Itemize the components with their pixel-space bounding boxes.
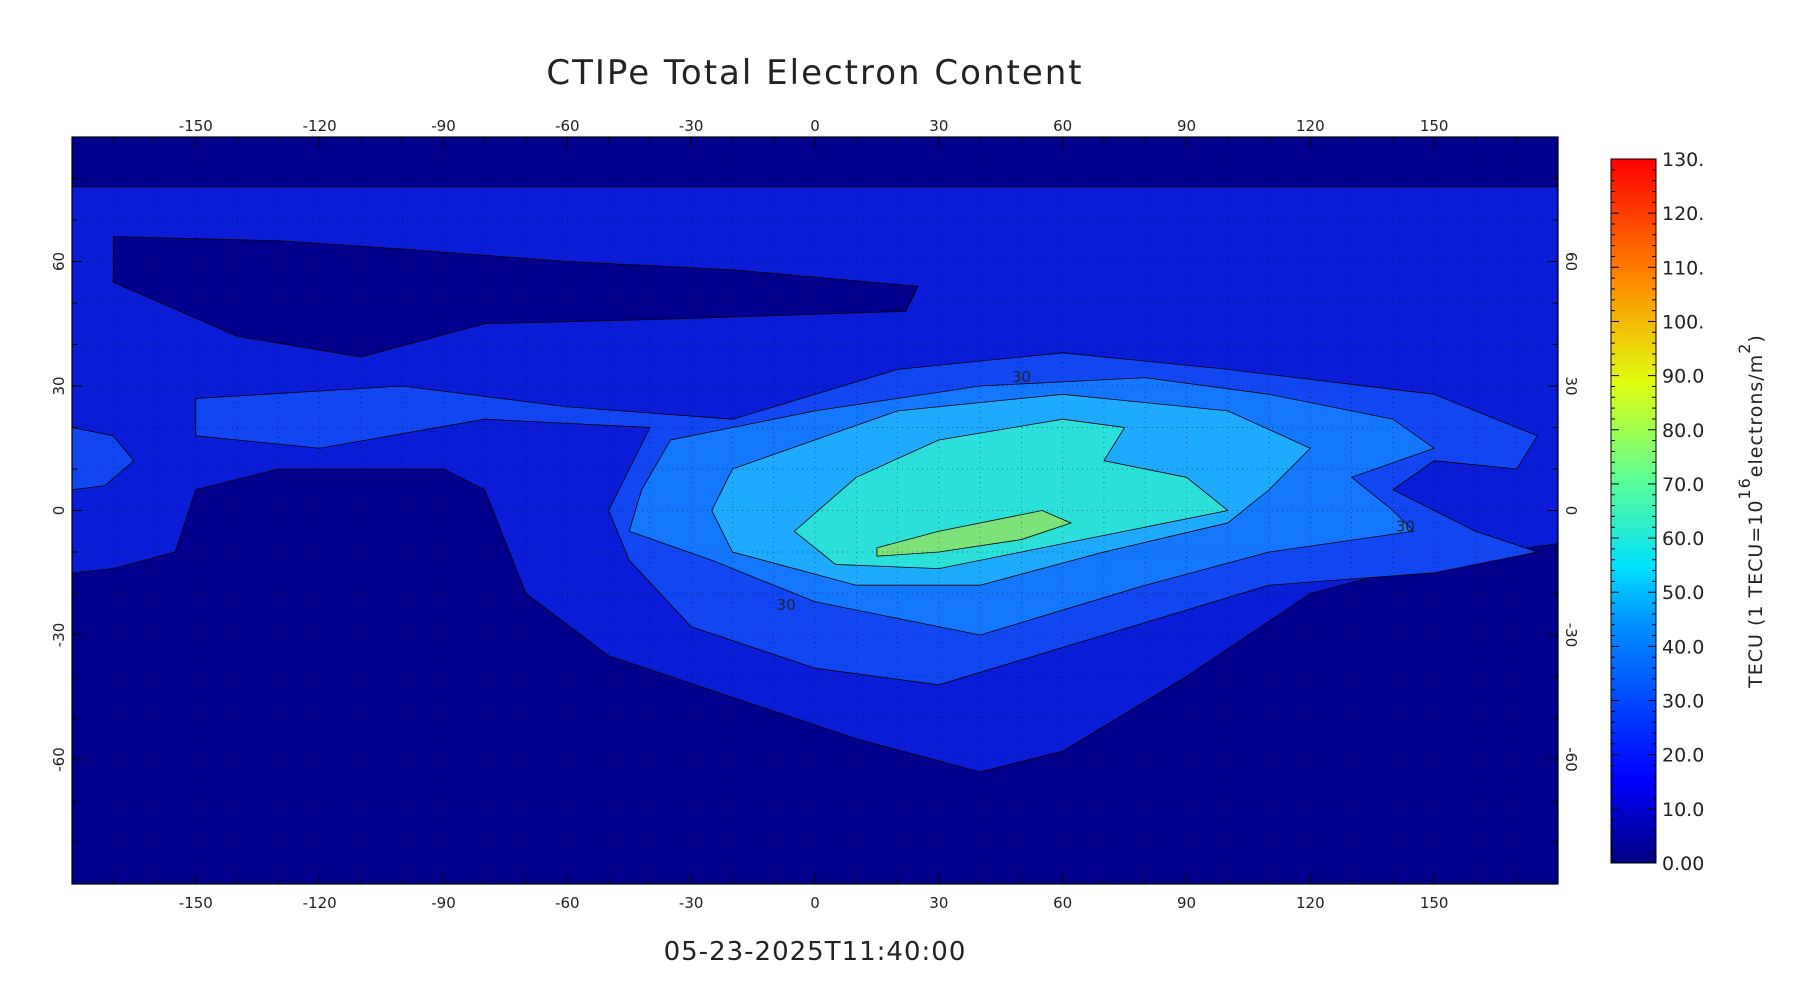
colorbar-tick-label: 50.0 bbox=[1662, 582, 1704, 604]
x-tick-label-top: 60 bbox=[1053, 117, 1072, 135]
x-tick-label-top: 150 bbox=[1420, 117, 1449, 135]
colorbar-tick-label: 90.0 bbox=[1662, 366, 1704, 388]
contour-label: 30 bbox=[777, 596, 796, 614]
x-tick-label-top: -150 bbox=[179, 117, 213, 135]
y-tick-label-left: -60 bbox=[50, 747, 68, 772]
y-tick-label-right: 30 bbox=[1562, 376, 1580, 395]
contour-band bbox=[113, 237, 918, 357]
label-sup: 16 bbox=[1735, 477, 1754, 499]
label-part: TECU (1 TECU=10 bbox=[1745, 500, 1767, 689]
colorbar-tick-label: 110. bbox=[1662, 257, 1704, 279]
colorbar-tick-label: 100. bbox=[1662, 311, 1704, 333]
x-tick-label-top: 30 bbox=[929, 117, 948, 135]
contours bbox=[72, 187, 1558, 772]
axes: -150 -150 -120 -120 -90 -90 -60 -60 -30 -30 0 0 30 30… bbox=[50, 117, 1580, 912]
colorbar bbox=[1610, 158, 1657, 864]
y-tick-label-left: 60 bbox=[50, 252, 68, 271]
x-tick-label-top: -60 bbox=[555, 117, 580, 135]
colorbar-tick-label: 80.0 bbox=[1662, 420, 1704, 442]
label-sup: 2 bbox=[1735, 343, 1754, 354]
x-tick-label-top: -30 bbox=[679, 117, 704, 135]
x-tick-label-bottom: 30 bbox=[929, 894, 948, 912]
label-part: ) bbox=[1745, 334, 1767, 342]
contour-label: 30 bbox=[1396, 517, 1415, 535]
colorbar-tick-label: 130. bbox=[1662, 149, 1704, 171]
x-tick-label-top: 90 bbox=[1177, 117, 1196, 135]
x-tick-label-bottom: 60 bbox=[1053, 894, 1072, 912]
colorbar-tick-label: 30.0 bbox=[1662, 691, 1704, 713]
x-tick-label-bottom: -30 bbox=[679, 894, 704, 912]
y-tick-label-left: 30 bbox=[50, 376, 68, 395]
colorbar-tick-label: 120. bbox=[1662, 203, 1704, 225]
title: CTIPe Total Electron Content bbox=[546, 53, 1083, 93]
timestamp: 05-23-2025T11:40:00 bbox=[664, 937, 967, 967]
y-tick-label-right: 60 bbox=[1562, 252, 1580, 271]
x-tick-label-bottom: 0 bbox=[810, 894, 820, 912]
contour-band bbox=[72, 428, 134, 490]
colorbar-tick-label: 60.0 bbox=[1662, 528, 1704, 550]
colorbar-tick-label: 70.0 bbox=[1662, 474, 1704, 496]
colorbar-tick-label: 40.0 bbox=[1662, 636, 1704, 658]
tec-map bbox=[72, 137, 1558, 884]
x-tick-label-bottom: -120 bbox=[303, 894, 337, 912]
x-tick-label-bottom: -150 bbox=[179, 894, 213, 912]
x-tick-label-bottom: 150 bbox=[1420, 894, 1449, 912]
colorbar-tick-label: 10.0 bbox=[1662, 799, 1704, 821]
y-tick-label-right: 0 bbox=[1562, 506, 1580, 516]
x-tick-label-bottom: 90 bbox=[1177, 894, 1196, 912]
y-tick-label-left: 0 bbox=[50, 506, 68, 516]
x-tick-label-top: 0 bbox=[810, 117, 820, 135]
y-tick-label-right: -30 bbox=[1562, 623, 1580, 648]
y-tick-label-right: -60 bbox=[1562, 747, 1580, 772]
colorbar-label: TECU (1 TECU=1016electrons/m2) bbox=[1735, 334, 1767, 689]
x-tick-label-top: 120 bbox=[1296, 117, 1325, 135]
colorbar-ticks: 0.00 10.0 20.0 30.0 40.0 50.0 60.0 70.0 80.0 90.0… bbox=[1611, 149, 1704, 875]
y-tick-label-left: -30 bbox=[50, 623, 68, 648]
colorbar-tick-label: 20.0 bbox=[1662, 745, 1704, 767]
colorbar-tick-label: 0.00 bbox=[1662, 853, 1704, 875]
x-tick-label-bottom: -90 bbox=[431, 894, 456, 912]
x-tick-label-top: -120 bbox=[303, 117, 337, 135]
label-part: electrons/m bbox=[1745, 354, 1767, 477]
x-tick-label-bottom: 120 bbox=[1296, 894, 1325, 912]
x-tick-label-top: -90 bbox=[431, 117, 456, 135]
contour-band bbox=[877, 511, 1071, 557]
contour-label: 30 bbox=[1012, 368, 1031, 386]
x-tick-label-bottom: -60 bbox=[555, 894, 580, 912]
